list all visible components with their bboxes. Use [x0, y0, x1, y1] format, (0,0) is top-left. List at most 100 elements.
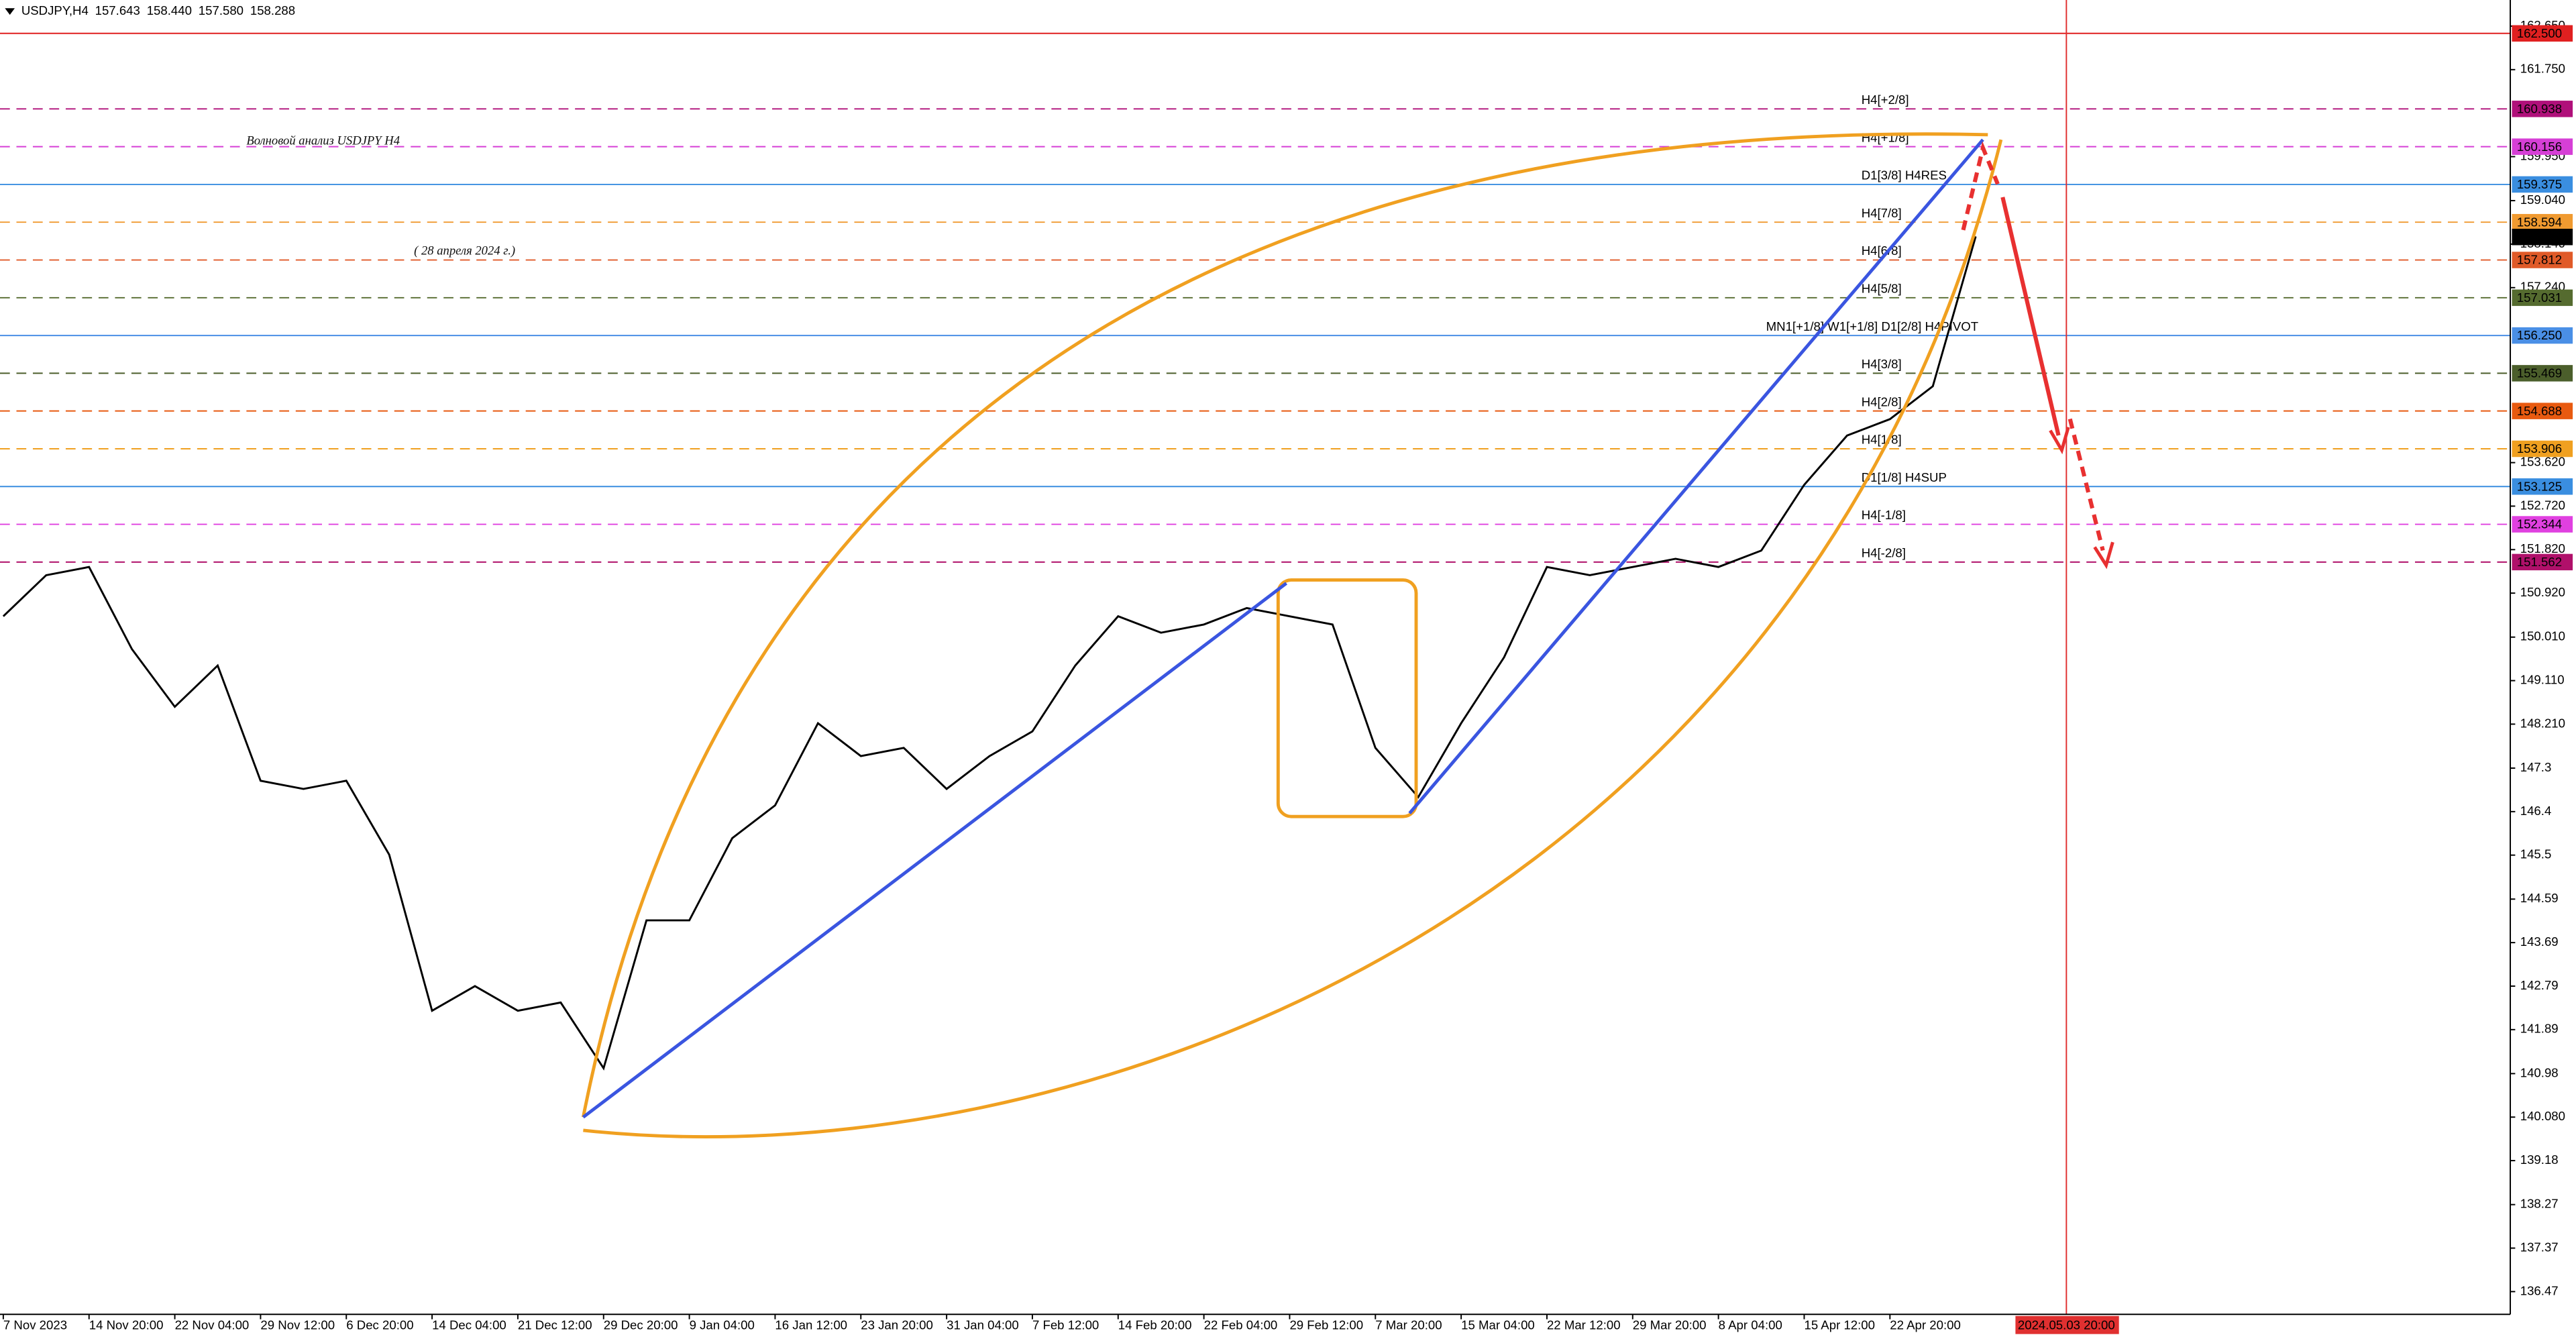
level-price-box [2512, 440, 2573, 458]
y-tick-label: 144.59 [2520, 891, 2559, 905]
y-tick-label: 161.750 [2520, 62, 2565, 76]
level-price-box [2512, 289, 2573, 307]
level-name: H4[2/8] [1862, 394, 1902, 409]
arrow-head [2093, 541, 2114, 570]
y-tick-label: 143.69 [2520, 934, 2559, 949]
y-tick-label: 137.37 [2520, 1240, 2559, 1254]
level-price-box [2512, 365, 2573, 382]
y-tick-label: 146.4 [2520, 804, 2552, 818]
level-price-box [2512, 553, 2573, 571]
y-tick-label: 145.5 [2520, 847, 2552, 861]
y-tick-label: 136.47 [2520, 1283, 2559, 1297]
x-tick-label: 21 Dec 12:00 [518, 1318, 592, 1332]
symbol: USDJPY,H4 [21, 3, 89, 17]
chart-title: Волновой анализ USDJPY H4 [246, 134, 400, 148]
x-tick-label: 29 Nov 12:00 [260, 1318, 335, 1332]
cursor-time-box [2015, 1316, 2119, 1334]
forecast-arrow [1961, 141, 2000, 231]
level-price-box [2512, 516, 2573, 533]
ohlc-value: 158.288 [250, 3, 295, 17]
level-price-box [2512, 101, 2573, 117]
level-price-label: 162.500 [2517, 26, 2562, 40]
level-price-label: 160.938 [2517, 101, 2562, 115]
level-price-label: 160.156 [2517, 140, 2562, 154]
level-name: H4[-2/8] [1862, 546, 1906, 560]
x-tick-label: 22 Feb 04:00 [1204, 1318, 1278, 1332]
ohlc-value: 158.440 [147, 3, 192, 17]
level-price-label: 158.594 [2517, 215, 2562, 229]
level-price-box [2512, 213, 2573, 231]
y-tick-label: 140.98 [2520, 1065, 2559, 1079]
level-price-label: 156.250 [2517, 328, 2562, 342]
chart-header: USDJPY,H4 157.643 158.440 157.580 158.288 [21, 3, 295, 17]
x-tick-label: 22 Apr 20:00 [1890, 1318, 1961, 1332]
price-line [2, 236, 1977, 1071]
y-tick-label: 153.620 [2520, 455, 2565, 469]
x-tick-label: 9 Jan 04:00 [690, 1318, 755, 1332]
level-price-box [2512, 403, 2573, 419]
x-tick-label: 31 Jan 04:00 [947, 1318, 1019, 1332]
level-name: H4[6/8] [1862, 244, 1902, 258]
level-price-box [2512, 478, 2573, 495]
level-price-label: 154.688 [2517, 404, 2562, 418]
x-tick-label: 23 Jan 20:00 [861, 1318, 933, 1332]
x-tick-label: 15 Apr 12:00 [1804, 1318, 1875, 1332]
x-tick-label: 15 Mar 04:00 [1461, 1318, 1535, 1332]
level-price-label: 153.906 [2517, 441, 2562, 456]
level-name: H4[+2/8] [1862, 93, 1909, 107]
level-name: H4[7/8] [1862, 206, 1902, 220]
level-price-box [2512, 252, 2573, 268]
cursor-time-label: 2024.05.03 20:00 [2018, 1318, 2115, 1332]
x-tick-label: 29 Mar 20:00 [1633, 1318, 1707, 1332]
level-name: H4[-1/8] [1862, 508, 1906, 522]
level-price-box [2512, 327, 2573, 344]
forecast-arrow [2000, 197, 2061, 436]
y-tick-label: 142.79 [2520, 978, 2559, 992]
x-tick-label: 14 Nov 20:00 [89, 1318, 164, 1332]
x-tick-label: 14 Feb 20:00 [1118, 1318, 1192, 1332]
y-tick-label: 140.080 [2520, 1109, 2565, 1123]
x-tick-label: 22 Mar 12:00 [1547, 1318, 1621, 1332]
level-price-label: 159.375 [2517, 177, 2562, 191]
level-price-label: 153.125 [2517, 479, 2562, 493]
level-price-label: 157.812 [2517, 253, 2562, 267]
level-price-label: 152.344 [2517, 517, 2562, 531]
chart-subtitle: ( 28 апреля 2024 г.) [414, 244, 515, 258]
axes: 162.650161.750159.950159.040158.140157.2… [2, 18, 2573, 1334]
level-name: H4[3/8] [1862, 357, 1902, 371]
level-price-box [2512, 138, 2573, 155]
x-tick-label: 6 Dec 20:00 [346, 1318, 413, 1332]
y-tick-label: 152.720 [2520, 498, 2565, 512]
level-price-label: 151.562 [2517, 555, 2562, 569]
y-tick-label: 139.18 [2520, 1153, 2559, 1167]
x-tick-label: 7 Feb 12:00 [1032, 1318, 1099, 1332]
level-name: H4[5/8] [1862, 282, 1902, 296]
x-tick-label: 14 Dec 04:00 [432, 1318, 506, 1332]
y-tick-label: 148.210 [2520, 716, 2565, 730]
trend-line [582, 582, 1288, 1119]
ohlc-value: 157.580 [199, 3, 244, 17]
y-tick-label: 151.820 [2520, 541, 2565, 555]
level-price-box [2512, 25, 2573, 42]
level-name: D1[1/8] H4SUP [1862, 470, 1947, 484]
y-tick-label: 141.89 [2520, 1022, 2559, 1036]
x-tick-label: 29 Dec 20:00 [604, 1318, 678, 1332]
level-price-label: 157.031 [2517, 290, 2562, 305]
bid-price-label: 158.288 [2517, 229, 2562, 244]
correction-box [1276, 578, 1418, 818]
level-name: H4[1/8] [1862, 433, 1902, 447]
wave-arc [583, 139, 2003, 1138]
x-tick-label: 16 Jan 12:00 [775, 1318, 847, 1332]
x-tick-label: 29 Feb 12:00 [1289, 1318, 1363, 1332]
level-price-label: 155.469 [2517, 366, 2562, 380]
annotations [581, 132, 2114, 1138]
wave-arc [581, 132, 1988, 1118]
level-name: D1[3/8] H4RES [1862, 168, 1947, 182]
menu-icon[interactable] [5, 8, 15, 15]
trend-line [1408, 138, 1984, 814]
level-price-box [2512, 176, 2573, 193]
y-tick-label: 149.110 [2520, 673, 2565, 687]
